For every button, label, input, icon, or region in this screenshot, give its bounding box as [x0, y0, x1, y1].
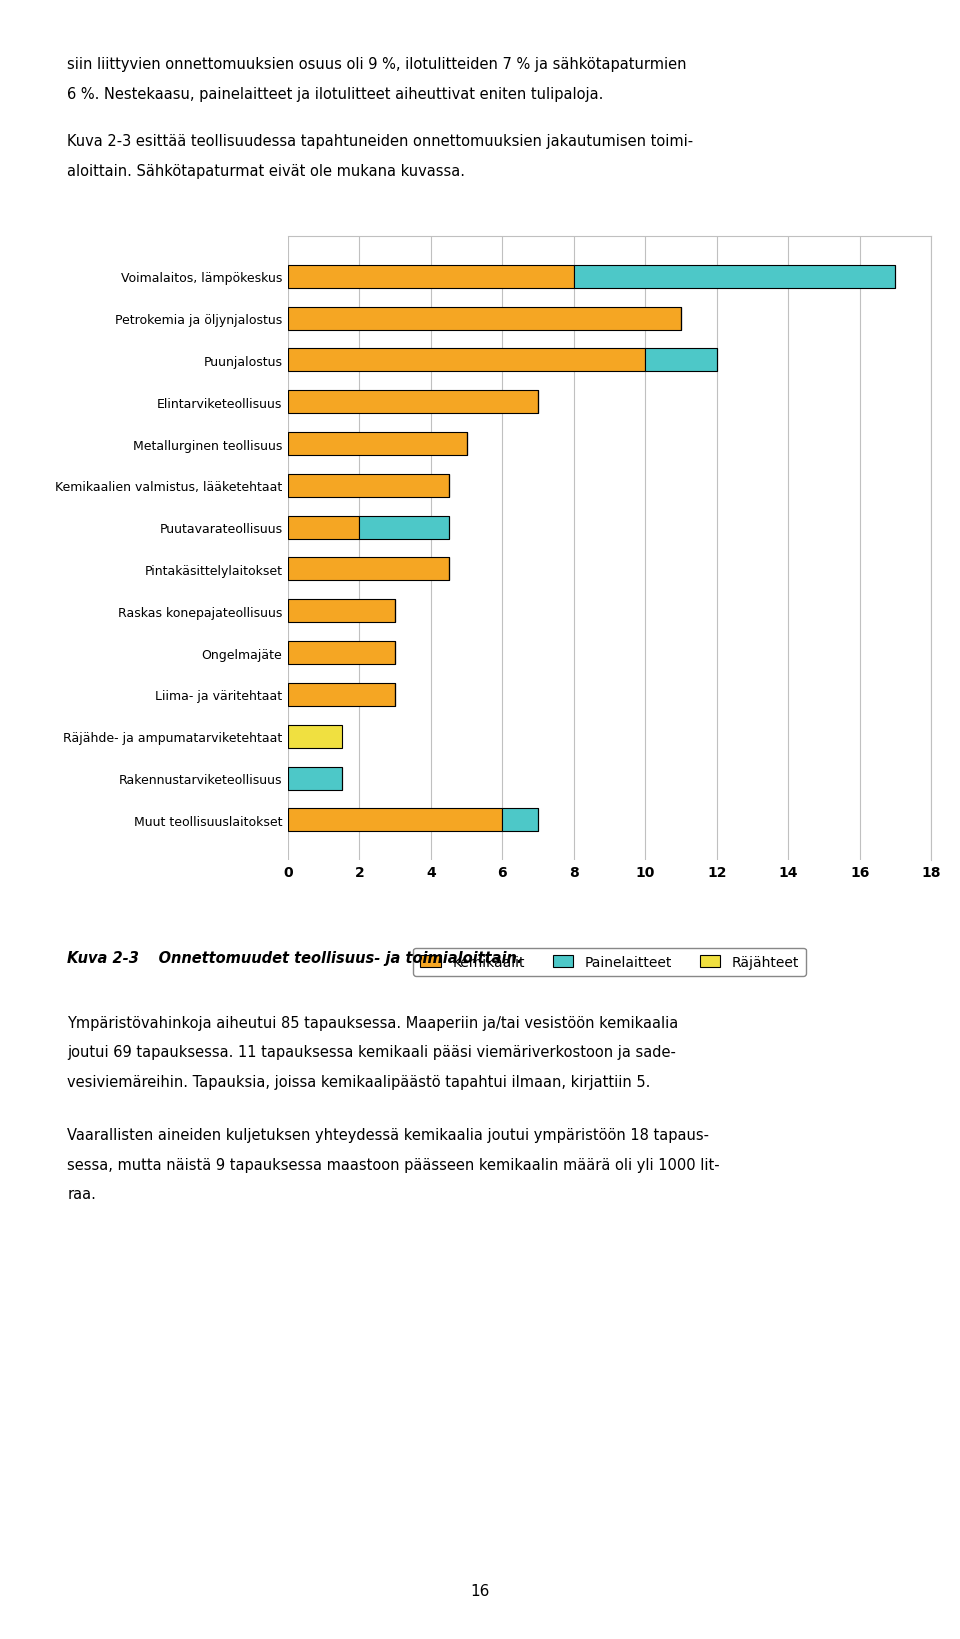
Bar [288, 726, 342, 749]
Bar [288, 308, 681, 331]
Bar [288, 600, 396, 623]
Bar [502, 810, 539, 833]
Bar [288, 683, 396, 706]
Text: 16: 16 [470, 1583, 490, 1598]
Bar [288, 810, 502, 833]
Text: siin liittyvien onnettomuuksien osuus oli 9 %, ilotulitteiden 7 % ja sähkötapatu: siin liittyvien onnettomuuksien osuus ol… [67, 57, 686, 72]
Text: sessa, mutta näistä 9 tapauksessa maastoon päässeen kemikaalin määrä oli yli 100: sessa, mutta näistä 9 tapauksessa maasto… [67, 1157, 720, 1172]
Bar [288, 433, 467, 456]
Bar [288, 349, 645, 372]
Text: Vaarallisten aineiden kuljetuksen yhteydessä kemikaalia joutui ympäristöön 18 ta: Vaarallisten aineiden kuljetuksen yhteyd… [67, 1128, 709, 1142]
Bar [288, 516, 359, 539]
Text: Kuva 2-3 esittää teollisuudessa tapahtuneiden onnettomuuksien jakautumisen toimi: Kuva 2-3 esittää teollisuudessa tapahtun… [67, 134, 693, 149]
Text: Ympäristövahinkoja aiheutui 85 tapauksessa. Maaperiin ja/tai vesistöön kemikaali: Ympäristövahinkoja aiheutui 85 tapaukses… [67, 1015, 679, 1031]
Bar [288, 266, 574, 288]
Bar [288, 392, 539, 415]
Text: Kuva 2-3  Onnettomuudet teollisuus- ja toimialoittain.: Kuva 2-3 Onnettomuudet teollisuus- ja to… [67, 951, 522, 965]
Text: raa.: raa. [67, 1187, 96, 1201]
Bar [288, 767, 342, 790]
Text: 6 %. Nestekaasu, painelaitteet ja ilotulitteet aiheuttivat eniten tulipaloja.: 6 %. Nestekaasu, painelaitteet ja ilotul… [67, 87, 604, 102]
Text: joutui 69 tapauksessa. 11 tapauksessa kemikaali pääsi viemäriverkostoon ja sade-: joutui 69 tapauksessa. 11 tapauksessa ke… [67, 1044, 676, 1060]
Bar [645, 349, 717, 372]
Bar [288, 475, 448, 498]
Bar [288, 642, 396, 665]
Legend: Kemikaalit, Painelaitteet, Räjähteet: Kemikaalit, Painelaitteet, Räjähteet [414, 947, 805, 975]
Text: aloittain. Sähkötapaturmat eivät ole mukana kuvassa.: aloittain. Sähkötapaturmat eivät ole muk… [67, 164, 466, 179]
Text: vesiviemäreihin. Tapauksia, joissa kemikaalipäästö tapahtui ilmaan, kirjattiin 5: vesiviemäreihin. Tapauksia, joissa kemik… [67, 1074, 651, 1090]
Bar [288, 559, 448, 582]
Bar [574, 266, 896, 288]
Bar [359, 516, 448, 539]
